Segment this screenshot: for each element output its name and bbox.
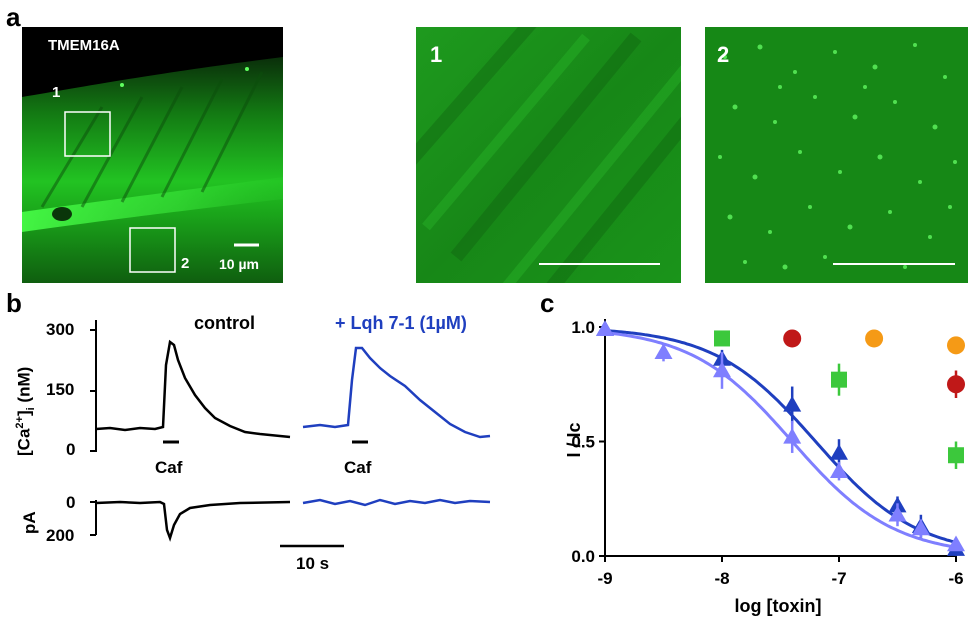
data-point-triangle	[830, 462, 848, 479]
data-point-square	[714, 330, 730, 347]
panel-a-main-image	[22, 27, 283, 283]
panel-a-letter: a	[6, 2, 21, 32]
data-point-triangle	[713, 361, 731, 378]
control-current-trace	[95, 500, 291, 542]
current-axis-label: pA	[20, 511, 39, 534]
data-point-triangle	[911, 519, 930, 536]
data-point-triangle	[947, 535, 965, 552]
panel-c-letter: c	[540, 288, 555, 318]
scale-bar-label: 10 µm	[219, 256, 259, 272]
tmem16a-label: TMEM16A	[48, 37, 120, 54]
toxin-current-trace	[302, 498, 491, 507]
current-tick-200: 200	[46, 526, 75, 545]
data-point-triangle	[830, 443, 848, 460]
inset-2-label: 2	[717, 42, 730, 67]
caf-label-toxin: Caf	[344, 458, 372, 477]
y-tick-label: 0.5	[571, 433, 595, 452]
panel-b-letter: b	[6, 288, 22, 318]
data-point-circle	[865, 329, 884, 348]
control-ca-trace	[95, 339, 291, 439]
data-point-triangle	[596, 320, 614, 337]
data-point-circle	[947, 336, 965, 355]
ca-tick-0: 0	[66, 440, 76, 459]
time-scale-label: 10 s	[296, 554, 330, 573]
fit-curve	[604, 331, 957, 549]
data-point-square	[831, 371, 847, 388]
ca-axis-sub: i	[25, 407, 38, 411]
x-tick-label: -6	[948, 569, 963, 588]
data-point-triangle	[654, 343, 673, 359]
y-tick-label: 0.0	[571, 547, 595, 566]
chart-ylabel: I / Ic	[564, 422, 584, 457]
inset-1-image	[416, 27, 681, 283]
ca-axis-label: [Ca2+]i (nM)	[14, 286, 37, 456]
roi-1-label: 1	[52, 84, 61, 101]
ca-tick-300: 300	[46, 320, 75, 339]
chart-xlabel: log [toxin]	[735, 596, 822, 616]
toxin-label: + Lqh 7-1 (1µM)	[335, 313, 467, 333]
data-point-triangle	[888, 505, 907, 522]
ca-axis-tail: ]	[14, 410, 34, 417]
caf-label-control: Caf	[155, 458, 183, 477]
data-point-circle	[783, 329, 802, 348]
inset-2-image	[705, 27, 968, 283]
ca-axis-sup: 2+	[14, 416, 26, 429]
ca-axis-unit: (nM)	[14, 366, 34, 403]
data-point-triangle	[783, 427, 802, 444]
ca-tick-150: 150	[46, 380, 75, 399]
control-label: control	[194, 313, 255, 333]
panel-b-traces	[90, 320, 491, 548]
y-tick-label: 1.0	[571, 318, 595, 337]
roi-2-label: 2	[181, 255, 190, 272]
dose-response-chart: -9 -8 -7 -6 0.0 0.5 1.0 I / Ic log [toxin]	[564, 318, 965, 616]
ca-axis-label-text: [Ca	[14, 428, 34, 456]
inset-1-label: 1	[430, 42, 443, 67]
x-tick-label: -9	[597, 569, 612, 588]
current-tick-0: 0	[66, 493, 76, 512]
data-point-circle	[947, 375, 965, 394]
toxin-ca-trace	[302, 346, 491, 439]
x-tick-label: -7	[831, 569, 846, 588]
data-point-square	[948, 447, 964, 464]
x-tick-label: -8	[714, 569, 729, 588]
data-point-triangle	[783, 395, 802, 412]
